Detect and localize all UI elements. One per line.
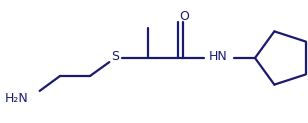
Text: HN: HN <box>209 51 227 63</box>
Text: S: S <box>111 51 119 63</box>
Text: O: O <box>179 10 189 23</box>
Text: H₂N: H₂N <box>4 92 28 106</box>
